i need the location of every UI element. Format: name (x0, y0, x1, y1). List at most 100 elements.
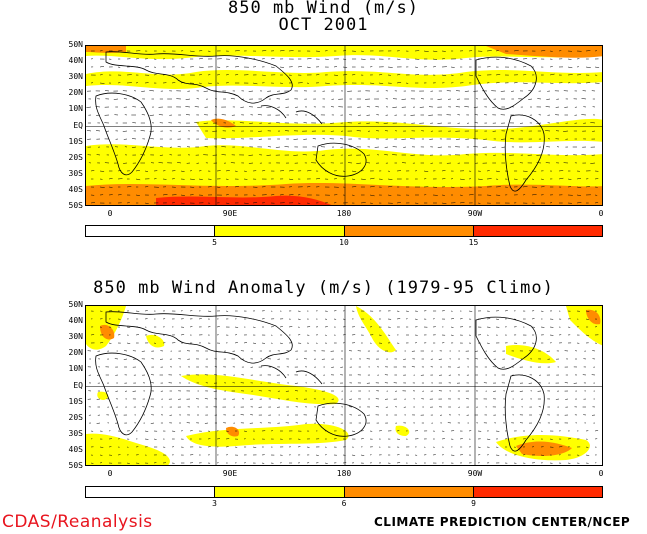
wind-arrow (158, 114, 164, 116)
wind-arrow (288, 178, 294, 181)
wind-arrow (141, 90, 146, 92)
wind-arrow (396, 462, 401, 464)
lat-label: 40N (68, 56, 83, 66)
wind-arrow (342, 58, 347, 60)
wind-arrow (432, 186, 438, 188)
wind-arrow (297, 202, 301, 204)
wind-arrow (99, 66, 105, 68)
wind-arrow (396, 81, 402, 84)
wind-arrow (225, 194, 229, 196)
wind-arrow (140, 130, 146, 132)
colorbar-segment (215, 487, 345, 497)
lon-label: 180 (336, 209, 352, 218)
wind-arrow (171, 82, 176, 84)
wind-arrow (117, 82, 121, 84)
wind-arrow (243, 57, 249, 60)
wind-arrow (216, 186, 221, 188)
wind-arrow (585, 50, 591, 52)
wind-arrow (306, 169, 312, 172)
wind-arrow (306, 58, 312, 60)
panel2-title: 850 mb Wind Anomaly (m/s) (1979-95 Climo… (93, 278, 554, 298)
colorbar-segment (215, 226, 345, 236)
wind-arrow (477, 446, 481, 448)
wind-arrow (144, 430, 149, 432)
wind-arrow (198, 318, 202, 320)
wind-arrow (144, 66, 150, 68)
wind-arrow (117, 194, 122, 196)
wind-arrow (261, 74, 266, 76)
wind-arrow (158, 162, 164, 164)
wind-arrow (375, 406, 380, 408)
wind-arrow (144, 310, 148, 312)
wind-arrow (369, 82, 375, 84)
wind-arrow (144, 186, 149, 188)
lon-label: 90W (467, 209, 483, 218)
wind-arrow (153, 438, 157, 440)
wind-arrow (131, 138, 137, 140)
wind-arrow (366, 122, 371, 124)
wind-arrow (108, 186, 113, 188)
wind-arrow (122, 130, 128, 132)
lat-label: 50S (68, 461, 83, 470)
wind-arrow (414, 318, 418, 320)
wind-arrow (266, 154, 272, 156)
colorbar-tick: 3 (212, 499, 217, 508)
wind-anomaly-shading (86, 306, 602, 465)
wind-arrow (248, 90, 254, 92)
wind-arrow (414, 66, 418, 68)
wind-arrow (86, 130, 92, 132)
wind-arrow (108, 178, 113, 180)
wind-arrow (221, 146, 227, 148)
wind-arrow (576, 202, 582, 204)
wind-arrow (567, 74, 573, 76)
wind-arrow (513, 82, 518, 84)
wind-arrow (294, 390, 299, 392)
lat-label: 30N (68, 332, 83, 342)
wind-arrow (351, 178, 356, 180)
wind-arrow (486, 438, 491, 440)
wind-arrow (189, 50, 195, 53)
wind-arrow (576, 194, 582, 196)
wind-speed-shading (86, 46, 602, 205)
wind-arrow (99, 446, 104, 448)
wind-arrow (594, 178, 599, 180)
wind-arrow (144, 170, 149, 172)
wind-arrow (540, 310, 544, 312)
wind-arrow (501, 146, 506, 148)
wind-arrow (113, 98, 119, 100)
wind-arrow (495, 58, 500, 60)
wind-arrow (279, 326, 283, 328)
lat-label: EQ (73, 120, 83, 130)
wind-arrow (198, 82, 202, 84)
lat-label: 10S (68, 136, 83, 146)
wind-arrow (585, 66, 591, 68)
lon-label: 90E (222, 209, 238, 218)
wind-arrow (153, 462, 157, 464)
wind-arrow (180, 202, 185, 204)
wind-arrow (378, 82, 384, 84)
wind-arrow (459, 318, 463, 320)
wind-arrow (459, 178, 465, 181)
wind-arrow (324, 462, 328, 464)
wind-arrow (486, 342, 490, 344)
wind-arrow (135, 194, 140, 196)
wind-arrow (99, 342, 104, 344)
wind-arrow (545, 130, 551, 132)
wind-arrow (270, 66, 275, 68)
wind-arrow (180, 170, 185, 172)
wind-arrow (126, 342, 131, 344)
wind-arrow (473, 146, 479, 148)
panel1-subtitle: OCT 2001 (278, 15, 369, 35)
wind-arrow (234, 66, 240, 68)
wind-arrow (225, 74, 229, 76)
wind-arrow (131, 146, 137, 148)
colorbar-tick: 5 (212, 238, 217, 247)
wind-arrow (437, 146, 443, 148)
colorbar-segment (344, 226, 474, 236)
wind-arrow (243, 430, 247, 432)
wind-arrow (396, 202, 401, 204)
wind-arrow (401, 98, 407, 100)
wind-arrow (149, 90, 155, 92)
wind-arrow (396, 74, 401, 76)
panel1-title: 850 mb Wind (m/s) (228, 0, 419, 18)
